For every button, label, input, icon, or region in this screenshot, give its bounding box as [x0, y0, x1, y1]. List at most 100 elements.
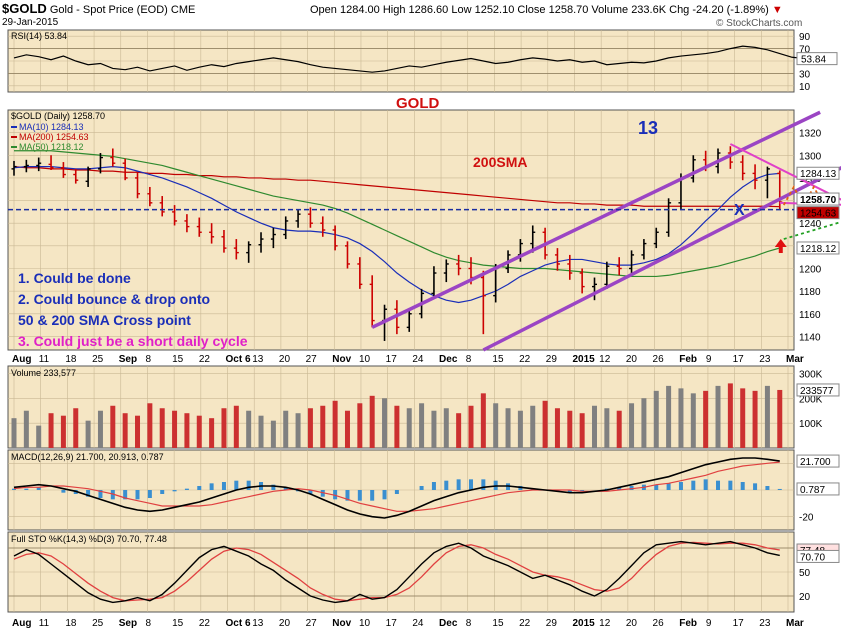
annotation-note: 3. Could just be a short daily cycle [18, 333, 248, 349]
price-bar [60, 162, 66, 178]
volume-bar [579, 413, 585, 448]
price-bar [159, 196, 165, 217]
price-tag: 1258.70 [800, 195, 837, 206]
macd-hist-bar [147, 490, 152, 498]
volume-bar [604, 408, 610, 448]
macd-hist-bar [283, 487, 288, 490]
macd-hist-bar [382, 490, 387, 500]
volume-bar [295, 413, 301, 448]
price-xtick: Mar [786, 354, 804, 365]
price-xtick: 11 [39, 354, 50, 365]
price-ytick: 1320 [799, 129, 822, 140]
sto-xtick: 27 [306, 618, 318, 629]
price-ytick: 1160 [799, 310, 821, 321]
volume-bar [690, 393, 696, 448]
legend-entry: MA(10) 1284.13 [19, 122, 84, 132]
macd-hist-bar [394, 490, 399, 494]
price-ytick: 1180 [799, 287, 821, 298]
price-tag-box [796, 241, 840, 255]
price-bar [357, 257, 363, 289]
annotation-note: 1. Could be done [18, 270, 131, 286]
macd-line [13, 457, 780, 519]
sto-xtick: 11 [39, 618, 50, 629]
volume-bar [641, 398, 647, 448]
price-xtick: Sep [119, 354, 137, 365]
volume-bar [332, 400, 338, 448]
rsi-ytick: 10 [799, 82, 811, 93]
macd-hist-bar [197, 486, 202, 490]
macd-hist-bar [86, 490, 91, 497]
sto-xtick: Feb [679, 618, 697, 629]
price-ytick: 1240 [799, 219, 822, 230]
volume-bar [406, 408, 412, 448]
sto-xtick: 17 [733, 618, 745, 629]
price-xtick: 17 [386, 354, 398, 365]
sto-tag: 70.70 [800, 552, 825, 563]
volume-bar [369, 395, 375, 448]
sto-xtick: Mar [786, 618, 804, 629]
close-value: 1258.70 [548, 4, 589, 16]
high-value: 1286.60 [408, 4, 449, 16]
macd-hist-bar [333, 490, 338, 500]
price-bar [443, 259, 449, 283]
volume-bar [135, 415, 141, 448]
sto-d-line [13, 541, 780, 602]
volume-bar [505, 408, 511, 448]
price-bar [122, 158, 128, 181]
price-bar [110, 148, 116, 167]
volume-bar [270, 420, 276, 448]
volume-bar [740, 388, 746, 448]
macd-tag: 21.700 [800, 457, 831, 468]
macd-hist-bar [691, 480, 696, 490]
sto-xtick: Oct 6 [226, 618, 251, 629]
price-xtick: 22 [519, 354, 531, 365]
macd-hist-bar [308, 490, 313, 494]
price-bar [85, 166, 91, 187]
price-tag: 1218.12 [800, 244, 837, 255]
price-bar [270, 227, 276, 249]
price-xtick: 20 [626, 354, 638, 365]
sto-xtick: Sep [119, 618, 137, 629]
volume-bar [344, 410, 350, 448]
sto-xtick: 22 [199, 618, 211, 629]
price-xtick: 17 [733, 354, 745, 365]
sto-xtick: 25 [92, 618, 104, 629]
price-xtick: 18 [65, 354, 77, 365]
ma50-line [14, 150, 780, 278]
macd-hist-bar [234, 480, 239, 490]
volume-bar [11, 418, 17, 448]
instrument-name: Gold - Spot Price (EOD) [49, 4, 168, 16]
volume-bar [715, 385, 721, 448]
price-bar [727, 146, 733, 169]
price-panel [7, 109, 795, 351]
volume-bar [357, 403, 363, 448]
price-bar [629, 250, 635, 274]
volume-bar [184, 413, 190, 448]
volume-bar [172, 410, 178, 448]
price-tag-box [796, 192, 840, 206]
open-value: 1284.00 [339, 4, 380, 16]
sto-k-line [13, 540, 780, 604]
volume-bar [468, 405, 474, 448]
volume-label: Volume 233,577 [11, 368, 76, 378]
price-bar [653, 227, 659, 249]
volume-bar [703, 390, 709, 448]
volume-bar [48, 413, 54, 448]
price-xtick: Aug [12, 354, 31, 365]
low-label: Low [451, 4, 472, 16]
price-ytick: 1300 [799, 151, 822, 162]
price-xtick: Dec [439, 354, 458, 365]
volume-bar [480, 393, 486, 448]
volume-bar [73, 408, 79, 448]
price-xtick: Oct 6 [226, 354, 251, 365]
macd-ytick: -20 [799, 513, 814, 524]
price-xtick: 23 [759, 354, 771, 365]
price-bar [740, 155, 746, 181]
macd-hist-bar [629, 486, 634, 490]
rsi-ytick: 30 [799, 69, 811, 80]
macd-hist-bar [678, 482, 683, 490]
price-bar [221, 230, 227, 253]
macd-hist-bar [370, 490, 375, 501]
price-bar [567, 254, 573, 280]
sto-xtick: 8 [466, 618, 472, 629]
